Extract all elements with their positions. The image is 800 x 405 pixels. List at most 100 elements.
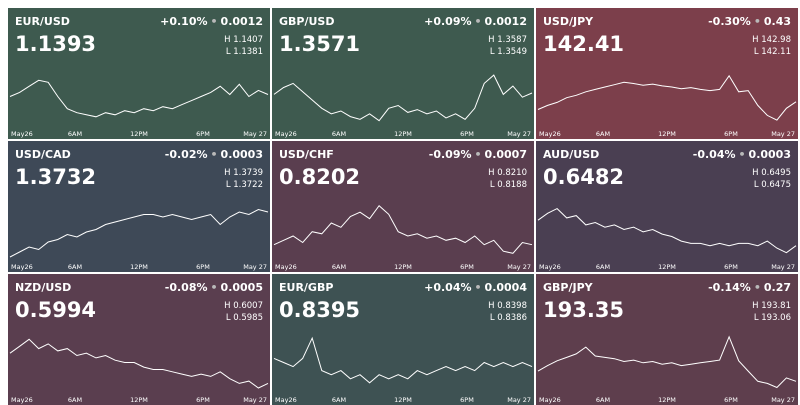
ticker-tile[interactable]: EUR/GBP +0.04% • 0.0004 0.8395 H 0.8398 L 0.83… <box>272 274 534 405</box>
sparkline-chart: May26 6AM 12PM 6PM May 27 <box>9 79 269 138</box>
ticker-tile[interactable]: USD/CHF -0.09% • 0.0007 0.8202 H 0.8210 L 0.81… <box>272 141 534 272</box>
high: H 0.8398 <box>488 301 527 311</box>
x-tick-label: May 27 <box>243 130 267 138</box>
change-percent: -0.08% <box>164 281 208 294</box>
pair-name: USD/JPY <box>543 15 594 28</box>
price-line <box>273 204 533 254</box>
low: L 1.3722 <box>225 180 263 190</box>
change-percent: +0.10% <box>160 15 208 28</box>
change: -0.02% • 0.0003 <box>165 148 263 161</box>
pair-name: GBP/JPY <box>543 281 593 294</box>
x-tick-label: 6PM <box>460 396 474 404</box>
price-line <box>537 335 797 389</box>
sparkline-chart: May26 6AM 12PM 6PM May 27 <box>273 204 533 271</box>
low: L 0.8188 <box>489 180 527 190</box>
ticker-tile[interactable]: AUD/USD -0.04% • 0.0003 0.6482 H 0.6495 L 0.64… <box>536 141 798 272</box>
change-percent: +0.09% <box>424 15 472 28</box>
x-tick-label: 12PM <box>394 263 412 271</box>
separator: • <box>753 281 761 294</box>
price-line <box>273 336 533 384</box>
x-tick-label: 12PM <box>130 263 148 271</box>
sparkline-chart: May26 6AM 12PM 6PM May 27 <box>537 335 797 404</box>
high: H 1.3587 <box>488 35 527 45</box>
price: 0.6482 <box>543 165 625 189</box>
x-tick-label: 6AM <box>332 263 346 271</box>
x-tick-label: May26 <box>539 396 561 404</box>
sparkline-chart: May26 6AM 12PM 6PM May 27 <box>537 74 797 138</box>
x-tick-label: 6AM <box>68 130 82 138</box>
price-line <box>273 74 533 122</box>
x-tick-label: 6AM <box>332 396 346 404</box>
high: H 0.6495 <box>752 168 791 178</box>
separator: • <box>753 15 761 28</box>
price: 1.3571 <box>279 32 361 56</box>
ticker-tile[interactable]: NZD/USD -0.08% • 0.0005 0.5994 H 0.6007 L 0.59… <box>8 274 270 405</box>
high: H 1.1407 <box>224 35 263 45</box>
price: 0.8202 <box>279 165 361 189</box>
price-line <box>537 207 797 254</box>
separator: • <box>474 148 482 161</box>
pair-name: USD/CHF <box>279 148 334 161</box>
x-tick-label: May 27 <box>771 396 795 404</box>
low: L 193.06 <box>753 313 791 323</box>
change-value: 0.0005 <box>220 281 263 294</box>
x-tick-label: 6PM <box>196 396 210 404</box>
x-tick-label: 12PM <box>394 130 412 138</box>
change-value: 0.43 <box>763 15 791 28</box>
pair-name: AUD/USD <box>543 148 600 161</box>
high: H 142.98 <box>752 35 791 45</box>
x-tick-label: 6AM <box>68 396 82 404</box>
x-tick-label: May 27 <box>507 263 531 271</box>
x-tick-label: 6PM <box>460 130 474 138</box>
x-tick-label: May 27 <box>771 263 795 271</box>
separator: • <box>738 148 746 161</box>
ticker-tile[interactable]: GBP/USD +0.09% • 0.0012 1.3571 H 1.3587 L 1.35… <box>272 8 534 139</box>
x-tick-label: May 27 <box>243 396 267 404</box>
separator: • <box>210 15 218 28</box>
price: 1.3732 <box>15 165 97 189</box>
x-tick-label: 12PM <box>658 396 676 404</box>
x-tick-label: 6PM <box>196 130 210 138</box>
ticker-tile[interactable]: USD/JPY -0.30% • 0.43 142.41 H 142.98 L 142.11… <box>536 8 798 139</box>
sparkline-chart: May26 6AM 12PM 6PM May 27 <box>537 207 797 271</box>
x-tick-label: 6AM <box>332 130 346 138</box>
sparkline-chart: May26 6AM 12PM 6PM May 27 <box>9 208 269 271</box>
change-percent: +0.04% <box>424 281 472 294</box>
change-value: 0.0007 <box>484 148 527 161</box>
change-value: 0.0012 <box>484 15 527 28</box>
high: H 193.81 <box>752 301 791 311</box>
ticker-tile[interactable]: EUR/USD +0.10% • 0.0012 1.1393 H 1.1407 L 1.13… <box>8 8 270 139</box>
x-tick-label: 12PM <box>394 396 412 404</box>
price: 0.8395 <box>279 298 361 322</box>
change: -0.30% • 0.43 <box>708 15 791 28</box>
pair-name: EUR/USD <box>15 15 70 28</box>
ticker-tile[interactable]: USD/CAD -0.02% • 0.0003 1.3732 H 1.3739 L 1.37… <box>8 141 270 272</box>
change-percent: -0.02% <box>164 148 208 161</box>
separator: • <box>210 148 218 161</box>
x-tick-label: 6PM <box>460 263 474 271</box>
x-tick-label: 6AM <box>596 263 610 271</box>
low: L 1.1381 <box>225 47 263 57</box>
pair-name: NZD/USD <box>15 281 72 294</box>
x-tick-label: May26 <box>11 130 33 138</box>
x-tick-label: May 27 <box>771 130 795 138</box>
change: -0.04% • 0.0003 <box>693 148 791 161</box>
price-line <box>9 338 269 389</box>
pair-name: EUR/GBP <box>279 281 334 294</box>
ticker-tile[interactable]: GBP/JPY -0.14% • 0.27 193.35 H 193.81 L 193.06… <box>536 274 798 405</box>
change-value: 0.0012 <box>220 15 263 28</box>
x-tick-label: 6PM <box>724 130 738 138</box>
change-value: 0.27 <box>763 281 791 294</box>
separator: • <box>474 15 482 28</box>
change-percent: -0.04% <box>692 148 736 161</box>
price: 0.5994 <box>15 298 97 322</box>
x-tick-label: 6AM <box>596 396 610 404</box>
x-tick-label: May26 <box>11 396 33 404</box>
change: +0.09% • 0.0012 <box>424 15 527 28</box>
price: 193.35 <box>543 298 625 322</box>
low: L 142.11 <box>753 47 791 57</box>
low: L 0.5985 <box>225 313 263 323</box>
change-percent: -0.09% <box>428 148 472 161</box>
x-tick-label: 6PM <box>724 263 738 271</box>
